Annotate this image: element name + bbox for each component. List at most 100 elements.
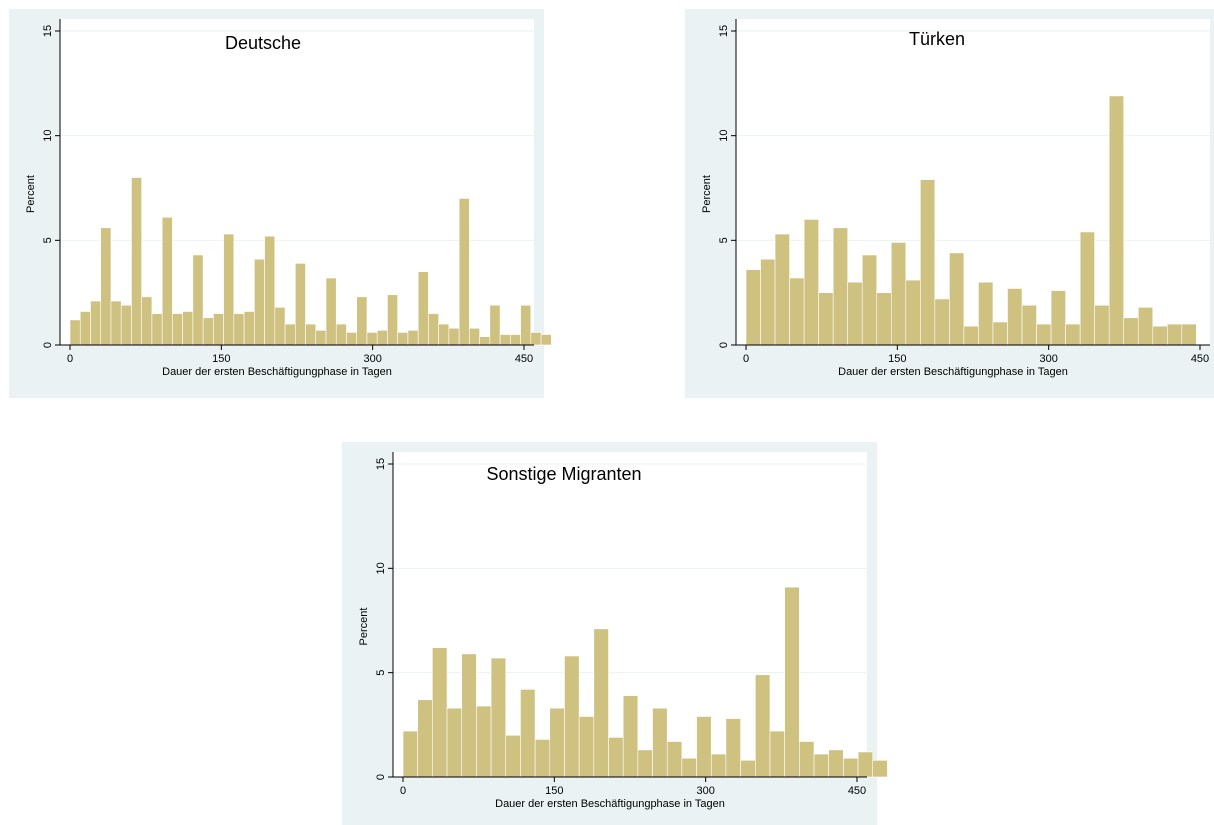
histogram-bar <box>725 718 741 778</box>
histogram-bar <box>1007 288 1023 346</box>
y-tick-label: 10 <box>42 130 54 142</box>
histogram-bar <box>100 227 112 346</box>
histogram-bar <box>264 235 276 346</box>
y-tick-label: 15 <box>42 25 54 37</box>
histogram-bar <box>448 327 460 346</box>
histogram-bar <box>243 311 255 346</box>
histogram-bar <box>637 749 653 778</box>
histogram-bar <box>120 304 132 346</box>
histogram-bar <box>666 741 683 778</box>
chart-title: Türken <box>909 29 965 49</box>
x-tick-label: 450 <box>515 353 533 365</box>
histogram-bar <box>578 716 595 778</box>
histogram-bar <box>274 307 286 346</box>
histogram-bar <box>79 311 91 346</box>
histogram-bar <box>1137 307 1154 346</box>
histogram-bar <box>813 753 830 778</box>
y-tick-label: 15 <box>718 25 730 37</box>
histogram-bar <box>920 179 936 346</box>
histogram-bar <box>335 323 347 346</box>
chart-title: Sonstige Migranten <box>486 464 641 484</box>
histogram-bar <box>861 254 878 346</box>
histogram-bar <box>784 586 800 778</box>
histogram-bar <box>890 242 907 346</box>
histogram-bar <box>774 233 790 346</box>
histogram-bar <box>978 281 994 346</box>
histogram-bar <box>1108 95 1125 346</box>
histogram-bar <box>696 716 712 778</box>
histogram-bar <box>213 313 224 346</box>
x-tick-label: 450 <box>1191 353 1209 365</box>
chart-panel-tuerken: 0 5 10 15 0 150 300 450 Dauer der ersten Beschäf… <box>685 9 1214 398</box>
histogram-bar <box>376 330 388 346</box>
histogram-bar <box>832 227 848 346</box>
x-tick-label: 450 <box>848 785 866 797</box>
histogram-bar <box>843 757 859 778</box>
x-axis-title: Dauer der ersten Beschäftigungphase in T… <box>838 366 1068 378</box>
histogram-bar <box>172 313 183 346</box>
histogram-bar <box>593 628 609 778</box>
histogram-bar <box>417 699 433 778</box>
histogram-bar <box>305 323 317 346</box>
histogram-bar <box>417 271 429 346</box>
histogram-bar <box>1050 290 1066 346</box>
histogram-bar <box>402 730 418 778</box>
histogram-bar <box>710 753 727 778</box>
histogram-bar <box>284 323 296 346</box>
histogram-bar <box>520 689 536 778</box>
histogram-bar <box>490 657 507 778</box>
histogram-bar <box>461 653 477 778</box>
histogram-bar <box>192 254 204 346</box>
y-axis-title: Percent <box>25 175 37 213</box>
histogram-bar <box>182 311 194 346</box>
histogram-bar <box>489 304 501 346</box>
histogram-bar <box>1152 325 1168 346</box>
histogram-bar <box>857 751 874 778</box>
y-tick-label: 0 <box>42 342 54 348</box>
histogram-bar <box>325 277 337 346</box>
histogram-bar <box>540 334 552 346</box>
y-tick-label: 10 <box>375 562 387 574</box>
histogram-bar <box>428 313 439 346</box>
y-tick-label: 10 <box>718 130 730 142</box>
y-tick-label: 5 <box>375 670 387 676</box>
histogram-bar <box>151 313 163 346</box>
histogram-bar <box>847 281 863 346</box>
histogram-bar <box>564 655 580 778</box>
histogram-bar <box>110 300 122 346</box>
histogram-bar <box>387 294 398 346</box>
histogram-bar <box>366 332 378 346</box>
bar-series <box>745 95 1197 346</box>
histogram-bar <box>141 296 153 346</box>
histogram-bar <box>1123 317 1139 346</box>
histogram-bar <box>769 730 785 778</box>
histogram-bar <box>934 298 950 346</box>
histogram-bar <box>992 321 1008 346</box>
histogram-bar <box>1036 323 1052 346</box>
histogram-bar <box>949 252 965 346</box>
histogram-bar <box>740 760 756 778</box>
histogram-bar <box>520 304 532 346</box>
x-tick-label: 300 <box>1039 353 1057 365</box>
bar-series <box>402 586 888 778</box>
histogram-bar <box>161 217 173 346</box>
histogram-bar <box>905 279 921 346</box>
histogram-bar <box>1079 231 1095 346</box>
histogram-bar <box>1167 323 1183 346</box>
histogram-bar <box>534 739 551 778</box>
y-axis-title: Percent <box>358 608 370 646</box>
histogram-bar <box>69 319 81 346</box>
histogram-bar <box>223 233 235 346</box>
histogram-bar <box>818 292 834 346</box>
histogram-bar <box>90 300 102 346</box>
x-tick-label: 150 <box>888 353 906 365</box>
histogram-bar <box>652 707 668 778</box>
histogram-bar <box>458 198 470 346</box>
histogram-bar <box>622 695 639 778</box>
histogram-bar <box>254 258 265 346</box>
histogram-bar <box>499 334 511 346</box>
x-tick-label: 150 <box>545 785 563 797</box>
histogram-bar <box>549 707 565 778</box>
